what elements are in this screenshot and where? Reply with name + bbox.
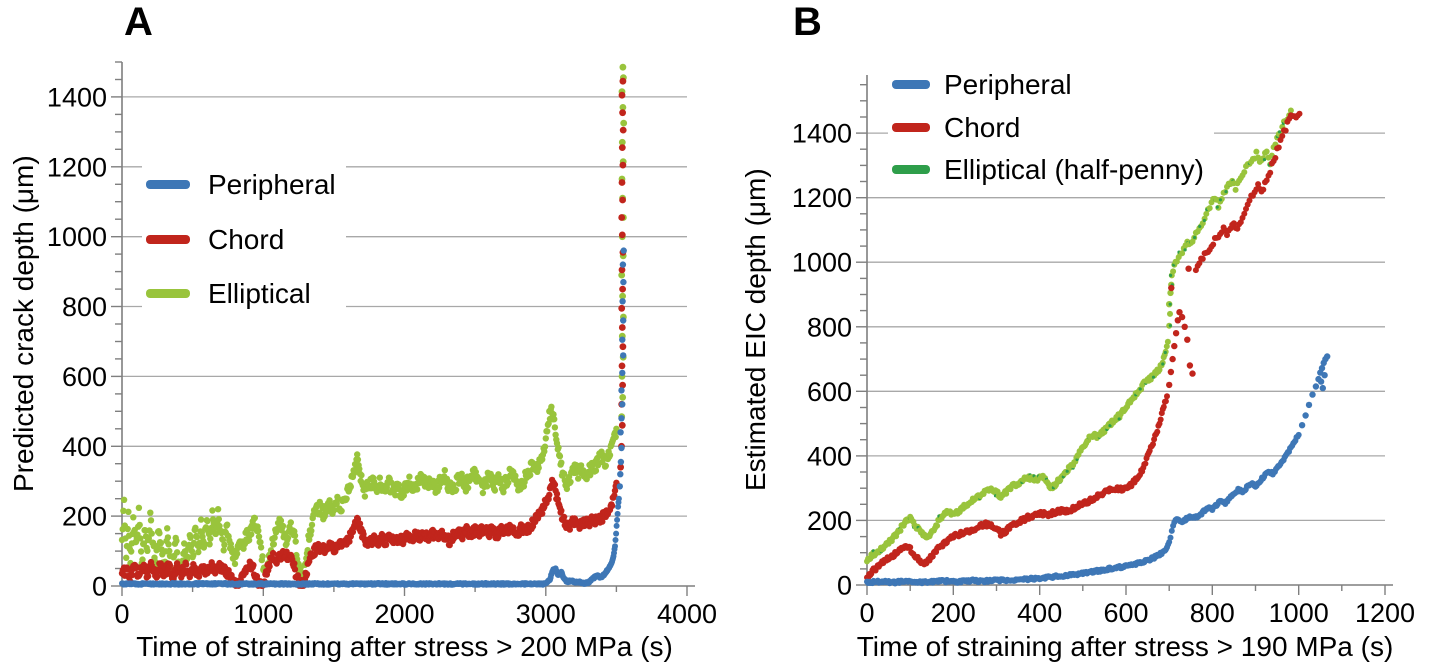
legend-item-chord: Chord bbox=[146, 223, 336, 257]
panel-b-legend: Peripheral Chord Elliptical (half-penny) bbox=[888, 64, 1214, 191]
panel-b-y-axis-title: Estimated EIC depth (μm) bbox=[740, 168, 771, 492]
svg-text:0: 0 bbox=[114, 599, 129, 629]
svg-text:1400: 1400 bbox=[47, 82, 107, 112]
legend-item-elliptical: Elliptical bbox=[146, 277, 336, 311]
svg-text:0: 0 bbox=[837, 570, 852, 600]
panel-a-x-axis-title: Time of straining after stress > 200 MPa… bbox=[136, 631, 673, 662]
svg-text:600: 600 bbox=[1103, 598, 1148, 628]
panel-a-letter: A bbox=[124, 0, 153, 44]
svg-text:0: 0 bbox=[859, 598, 874, 628]
svg-text:400: 400 bbox=[62, 432, 107, 462]
svg-text:1400: 1400 bbox=[792, 119, 852, 149]
svg-text:200: 200 bbox=[807, 506, 852, 536]
legend-item-peripheral: Peripheral bbox=[146, 168, 336, 202]
svg-text:0: 0 bbox=[92, 571, 107, 601]
svg-text:1200: 1200 bbox=[792, 183, 852, 213]
elliptical-half-penny-swatch-icon bbox=[892, 165, 930, 175]
legend-item-elliptical-half-penny: Elliptical (half-penny) bbox=[892, 153, 1204, 187]
legend-item-peripheral: Peripheral bbox=[892, 68, 1204, 102]
svg-text:1000: 1000 bbox=[1269, 598, 1329, 628]
svg-text:600: 600 bbox=[807, 377, 852, 407]
svg-text:1000: 1000 bbox=[792, 248, 852, 278]
panel-a-plot: 0 200 400 600 800 1000 1200 1400 0 1000 2000 3000 40… bbox=[47, 61, 717, 629]
svg-text:200: 200 bbox=[931, 598, 976, 628]
legend-label: Elliptical bbox=[208, 278, 311, 310]
legend-label: Peripheral bbox=[944, 69, 1072, 100]
legend-item-chord: Chord bbox=[892, 111, 1204, 145]
panel-a-legend: Peripheral Chord Elliptical bbox=[142, 164, 346, 315]
svg-text:2000: 2000 bbox=[374, 599, 434, 629]
svg-text:400: 400 bbox=[1017, 598, 1062, 628]
legend-label: Peripheral bbox=[208, 169, 336, 200]
legend-label: Chord bbox=[944, 111, 1021, 143]
peripheral-swatch-icon bbox=[892, 80, 930, 90]
panel-b-x-axis-title: Time of straining after stress > 190 MPa… bbox=[856, 631, 1394, 662]
panel-b-plot: 0 200 400 600 800 1000 1200 1400 0 200 400 600 800 10… bbox=[792, 75, 1415, 628]
svg-text:1200: 1200 bbox=[1355, 598, 1415, 628]
svg-text:400: 400 bbox=[807, 441, 852, 471]
chord-swatch-icon bbox=[146, 234, 190, 244]
legend-label: Elliptical (half-penny) bbox=[944, 154, 1204, 186]
svg-text:1200: 1200 bbox=[47, 152, 107, 182]
svg-text:3000: 3000 bbox=[516, 599, 576, 629]
svg-text:200: 200 bbox=[62, 502, 107, 532]
panel-b-letter: B bbox=[793, 0, 822, 44]
svg-text:4000: 4000 bbox=[657, 599, 717, 629]
svg-text:600: 600 bbox=[62, 362, 107, 392]
panel-a-y-axis-title: Predicted crack depth (μm) bbox=[8, 155, 39, 493]
peripheral-swatch-icon bbox=[146, 180, 190, 190]
chord-swatch-icon bbox=[892, 122, 930, 132]
legend-label: Chord bbox=[208, 223, 285, 255]
svg-text:800: 800 bbox=[807, 312, 852, 342]
svg-text:1000: 1000 bbox=[47, 222, 107, 252]
svg-text:800: 800 bbox=[1190, 598, 1235, 628]
elliptical-swatch-icon bbox=[146, 289, 190, 299]
svg-text:1000: 1000 bbox=[233, 599, 293, 629]
svg-text:800: 800 bbox=[62, 292, 107, 322]
